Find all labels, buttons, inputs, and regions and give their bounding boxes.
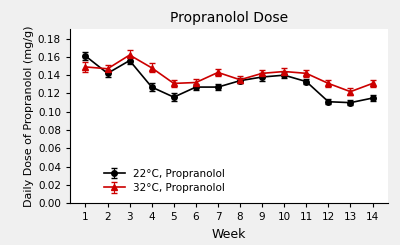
Title: Propranolol Dose: Propranolol Dose (170, 12, 288, 25)
Y-axis label: Daily Dose of Propranolol (mg/g): Daily Dose of Propranolol (mg/g) (24, 26, 34, 207)
Legend: 22°C, Propranolol, 32°C, Propranolol: 22°C, Propranolol, 32°C, Propranolol (101, 166, 228, 196)
X-axis label: Week: Week (212, 228, 246, 241)
